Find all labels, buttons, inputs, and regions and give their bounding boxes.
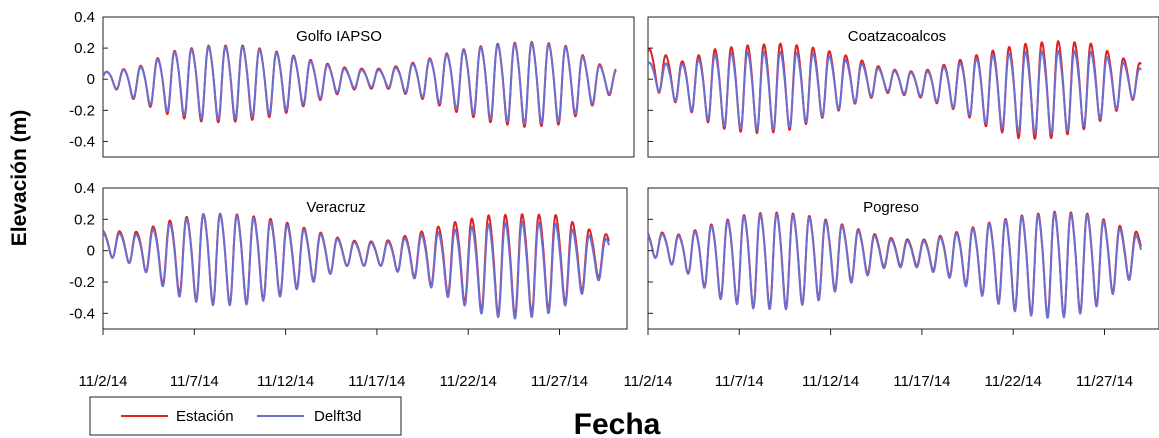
x-tick-label: 11/22/14 [440,373,497,390]
x-tick-label: 11/2/14 [624,373,673,390]
y-tick-label: -0.2 [69,274,95,291]
y-tick-label: 0.2 [74,211,95,228]
series-line-delft3d [102,42,617,125]
panel-title: Pogreso [863,199,919,216]
x-tick-label: 11/12/14 [802,373,859,390]
series-line-delft3d [647,49,1142,135]
x-axis-ticks-right: 11/2/14 11/7/14 11/12/14 11/17/14 11/22/14 11… [624,329,1133,390]
y-tick-label: 0 [87,243,95,260]
y-axis-label: Elevación (m) [8,110,31,247]
panel-frame [102,187,628,330]
series-line-delft3d [647,212,1142,319]
x-tick-label: 11/2/14 [79,373,128,390]
y-tick-label: 0.4 [74,180,95,197]
panel-frame [102,16,635,158]
x-axis-label: Fecha [574,408,661,438]
panel-series [647,40,1142,140]
x-tick-label: 11/22/14 [985,373,1042,390]
panel-title: Coatzacoalcos [848,28,946,45]
panel-series [102,212,610,320]
y-tick-label: 0.2 [74,40,95,57]
x-tick-label: 11/27/14 [1076,373,1133,390]
series-line-estaci-n [647,40,1142,140]
y-tick-label: -0.4 [69,133,95,150]
legend: Estación Delft3d [89,396,402,436]
x-tick-label: 11/7/14 [170,373,219,390]
y-tick-label: 0.4 [74,9,95,26]
x-tick-label: 11/12/14 [257,373,314,390]
x-tick-label: 11/27/14 [531,373,588,390]
x-axis-ticks-left: 11/2/14 11/7/14 11/12/14 11/17/14 11/22/14 11… [79,329,588,390]
panel-frame [647,16,1159,158]
x-tick-label: 11/7/14 [715,373,764,390]
panel-series [647,210,1142,319]
y-tick-label: 0 [87,71,95,88]
panel-title: Veracruz [306,199,365,216]
y-tick-label: -0.4 [69,305,95,322]
panel-pogreso: Pogreso [647,187,1159,330]
panel-frame [647,187,1159,330]
x-tick-label: 11/17/14 [893,373,950,390]
panel-golfo-iapso: Golfo IAPSO -0.4 -0.2 0 0.2 0.4 [69,9,635,158]
y-tick-label: -0.2 [69,102,95,119]
panel-title: Golfo IAPSO [296,28,382,45]
legend-label-delft3d: Delft3d [314,408,362,425]
y-axis-ticks: -0.4 -0.2 0 0.2 0.4 [69,180,108,322]
y-axis-ticks: -0.4 -0.2 0 0.2 0.4 [69,9,108,150]
panel-series [102,41,617,128]
panel-coatzacoalcos: Coatzacoalcos [647,16,1159,158]
panel-veracruz: Veracruz -0.4 -0.2 0 0.2 0.4 [69,180,628,330]
x-tick-label: 11/17/14 [348,373,405,390]
series-line-delft3d [102,213,610,320]
legend-label-estacion: Estación [176,408,234,425]
